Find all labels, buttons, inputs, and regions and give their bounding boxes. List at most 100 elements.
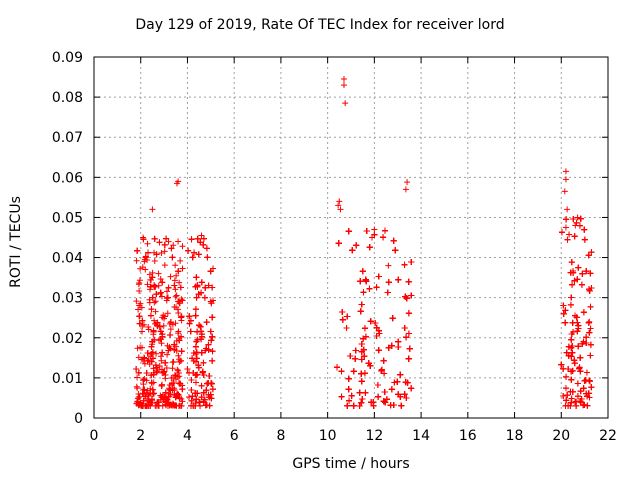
data-point <box>202 347 209 354</box>
data-point <box>172 262 179 269</box>
x-tick-label: 6 <box>230 428 239 444</box>
data-point <box>570 216 577 223</box>
data-point <box>375 327 382 334</box>
y-tick-label: 0.03 <box>52 291 83 307</box>
data-point <box>151 282 158 289</box>
data-point <box>340 76 347 83</box>
data-point <box>153 291 160 298</box>
data-point <box>347 353 354 360</box>
data-point <box>345 375 352 382</box>
data-point <box>133 400 140 407</box>
data-point <box>568 344 575 351</box>
data-point <box>334 364 341 371</box>
data-point <box>147 283 154 290</box>
data-point <box>586 318 593 325</box>
data-point <box>168 401 175 408</box>
data-point <box>572 222 579 229</box>
data-point <box>143 402 150 409</box>
data-point <box>140 387 147 394</box>
data-point <box>173 292 180 299</box>
data-point <box>133 298 140 305</box>
data-point <box>148 306 155 313</box>
x-tick-label: 8 <box>276 428 285 444</box>
x-tick-label: 16 <box>459 428 477 444</box>
data-point <box>339 316 346 323</box>
data-point <box>560 310 567 317</box>
data-point <box>164 396 171 403</box>
data-point <box>164 310 171 317</box>
data-point <box>151 257 158 264</box>
data-point <box>567 402 574 409</box>
data-point <box>345 386 352 393</box>
data-point <box>577 215 584 222</box>
y-tick-label: 0 <box>74 411 83 427</box>
data-point <box>402 293 409 300</box>
data-point <box>152 308 159 315</box>
data-point <box>143 369 150 376</box>
y-axis-label: ROTI / TECUs <box>8 196 24 288</box>
data-point <box>133 257 140 264</box>
data-point <box>579 340 586 347</box>
data-point <box>135 306 142 313</box>
data-point <box>338 368 345 375</box>
data-point <box>380 357 387 364</box>
data-point <box>175 178 182 185</box>
data-point <box>170 242 177 249</box>
data-point <box>136 280 143 287</box>
y-tick-label: 0.06 <box>52 170 83 186</box>
data-point <box>193 294 200 301</box>
data-point <box>568 259 575 266</box>
data-point <box>176 300 183 307</box>
y-tick-label: 0.01 <box>52 371 83 387</box>
data-point <box>175 309 182 316</box>
data-point <box>391 379 398 386</box>
data-point <box>195 362 202 369</box>
data-point <box>144 350 151 357</box>
data-point <box>580 309 587 316</box>
data-point <box>133 383 140 390</box>
data-point <box>196 322 203 329</box>
data-point <box>209 284 216 291</box>
data-points <box>133 76 595 409</box>
data-point <box>197 323 204 330</box>
data-point <box>179 265 186 272</box>
data-point <box>178 314 185 321</box>
data-point <box>588 249 595 256</box>
data-point <box>560 392 567 399</box>
data-point <box>352 347 359 354</box>
data-point <box>200 235 207 242</box>
data-point <box>408 385 415 392</box>
x-tick-label: 22 <box>599 428 617 444</box>
data-point <box>205 341 212 348</box>
data-point <box>401 391 408 398</box>
data-point <box>582 377 589 384</box>
data-point <box>375 393 382 400</box>
data-point <box>384 289 391 296</box>
data-point <box>151 317 158 324</box>
data-point <box>159 331 166 338</box>
data-point <box>367 318 374 325</box>
data-point <box>168 380 175 387</box>
data-point <box>385 262 392 269</box>
data-point <box>395 338 402 345</box>
data-point <box>145 249 152 256</box>
data-point <box>560 365 567 372</box>
data-point <box>145 326 152 333</box>
data-point <box>140 234 147 241</box>
data-point <box>199 369 206 376</box>
data-point <box>158 250 165 257</box>
data-point <box>366 244 373 251</box>
data-point <box>136 302 143 309</box>
data-point <box>358 301 365 308</box>
data-point <box>381 370 388 377</box>
data-point <box>335 202 342 209</box>
data-point <box>395 344 402 351</box>
data-point <box>151 235 158 242</box>
data-point <box>572 398 579 405</box>
data-point <box>583 268 590 275</box>
data-point <box>154 322 161 329</box>
data-point <box>157 328 164 335</box>
data-point <box>562 385 569 392</box>
data-point <box>335 240 342 247</box>
data-point <box>583 340 590 347</box>
